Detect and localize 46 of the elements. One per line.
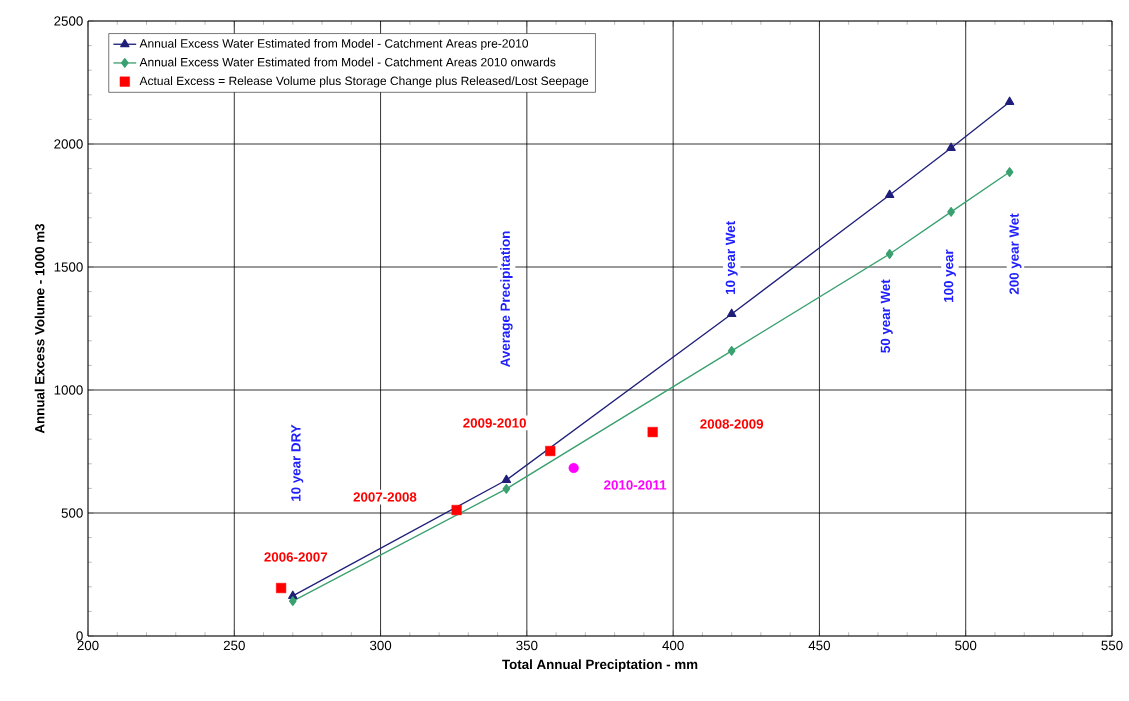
- point: [288, 596, 297, 606]
- x-tick-label: 550: [1101, 640, 1123, 651]
- point: [1004, 96, 1015, 105]
- annotation: 10 year DRY: [291, 424, 304, 501]
- point: [727, 345, 736, 356]
- legend-label: Annual Excess Water Estimated from Model - Catchment Areas 2010 onwards: [139, 57, 556, 67]
- point: [1005, 167, 1014, 177]
- annotation: 2008-2009: [700, 419, 764, 429]
- x-tick-label: 450: [808, 640, 831, 651]
- annotation: 50 year Wet: [880, 279, 893, 353]
- x-tick-label: 300: [369, 640, 392, 651]
- x-tick-label: 250: [223, 640, 245, 651]
- point: [946, 142, 956, 151]
- annotation: 200 year Wet: [1009, 213, 1022, 295]
- point: [451, 504, 462, 516]
- y-tick-label: 1000: [54, 385, 83, 395]
- annotation: 2009-2010: [463, 418, 526, 428]
- y-tick-label: 1500: [54, 262, 83, 272]
- x-tick-label: 200: [77, 640, 99, 651]
- point: [947, 206, 955, 217]
- point: [545, 445, 556, 457]
- annotation: 2010-2011: [604, 480, 667, 490]
- annotation: 10 year Wet: [725, 221, 738, 294]
- point: [726, 308, 737, 317]
- x-tick-label: 500: [955, 640, 977, 651]
- legend-label: Actual Excess = Release Volume plus Storage Change plus Released/Lost Seepage: [139, 76, 589, 88]
- annotation: Average Precipitation: [500, 231, 513, 367]
- y-tick-label: 2000: [54, 139, 83, 149]
- point: [884, 189, 895, 198]
- y-tick-label: 500: [61, 508, 83, 518]
- x-tick-label: 350: [516, 640, 538, 651]
- point: [276, 582, 287, 594]
- point: [568, 462, 579, 474]
- point: [501, 474, 512, 484]
- point: [647, 426, 658, 438]
- annotation: 100 year: [943, 249, 956, 302]
- y-tick-label: 0: [76, 631, 83, 641]
- x-axis-title: Total Annual Preciptation - mm: [502, 659, 698, 672]
- x-tick-label: 400: [662, 640, 684, 651]
- annotation: 2006-2007: [264, 552, 328, 562]
- y-axis-title: Annual Excess Volume - 1000 m3: [34, 223, 45, 434]
- point: [502, 483, 511, 494]
- point: [885, 249, 894, 259]
- y-tick-label: 2500: [54, 16, 83, 26]
- annotation: 2007-2008: [353, 492, 417, 502]
- legend-label: Annual Excess Water Estimated from Model - Catchment Areas pre-2010: [139, 38, 529, 51]
